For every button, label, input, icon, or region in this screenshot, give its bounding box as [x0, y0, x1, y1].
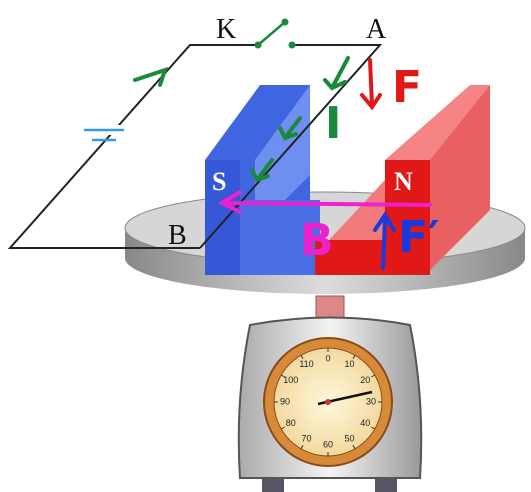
- annotation: I: [325, 98, 341, 149]
- dial-number: 70: [301, 434, 311, 444]
- dial-number: 10: [344, 359, 354, 369]
- dial-number: 0: [325, 353, 330, 363]
- dial-number: 40: [360, 418, 370, 428]
- annotation: F′: [398, 212, 440, 263]
- diagram: 0 10 20 30 40 50 60 70 80 90 100110 S N K A B: [0, 0, 531, 492]
- dial-number: 30: [366, 396, 376, 406]
- pole-label: S: [212, 167, 226, 196]
- dial-number: 60: [323, 439, 333, 449]
- switch-label: K: [216, 14, 236, 45]
- annotation: F: [392, 62, 422, 113]
- annotation: B: [300, 215, 334, 266]
- corner-label: B: [168, 220, 187, 251]
- dial-number: 80: [286, 418, 296, 428]
- corner-label: A: [366, 14, 387, 45]
- dial-number: 110: [299, 359, 313, 369]
- magnet: S N: [205, 85, 490, 275]
- dial-number: 20: [360, 375, 370, 385]
- dial-number: 100: [283, 375, 298, 385]
- dial-number: 90: [280, 396, 290, 406]
- dial-number: 50: [344, 434, 354, 444]
- pole-label: N: [394, 167, 413, 196]
